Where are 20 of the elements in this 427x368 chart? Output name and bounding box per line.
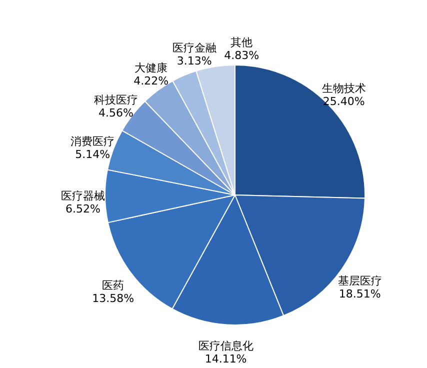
slice-label: 大健康 bbox=[134, 61, 168, 74]
data-label: 6.52% bbox=[66, 202, 100, 216]
data-label: 18.51% bbox=[338, 288, 381, 301]
slice-label: 基层医疗 bbox=[338, 274, 382, 288]
data-label: 13.58% bbox=[92, 292, 134, 305]
slice-label: 消费医疗 bbox=[70, 134, 115, 148]
slice-label: 科技医疗 bbox=[94, 93, 138, 106]
data-label: 4.56% bbox=[98, 106, 134, 120]
slice-label: 医疗器械 bbox=[61, 189, 106, 202]
data-label: 3.13% bbox=[176, 54, 212, 68]
slice-label: 医疗金融 bbox=[172, 42, 216, 55]
slice-label: 生物技术 bbox=[322, 82, 366, 95]
data-label: 4.83% bbox=[224, 49, 260, 62]
data-label: 25.40% bbox=[322, 94, 365, 108]
data-label: 14.11% bbox=[204, 352, 247, 366]
data-label: 5.14% bbox=[75, 148, 110, 161]
data-label: 4.22% bbox=[134, 74, 169, 88]
slice-label: 其他 bbox=[230, 36, 253, 50]
slice-label: 医药 bbox=[102, 278, 124, 292]
slice-label: 医疗信息化 bbox=[198, 340, 254, 353]
